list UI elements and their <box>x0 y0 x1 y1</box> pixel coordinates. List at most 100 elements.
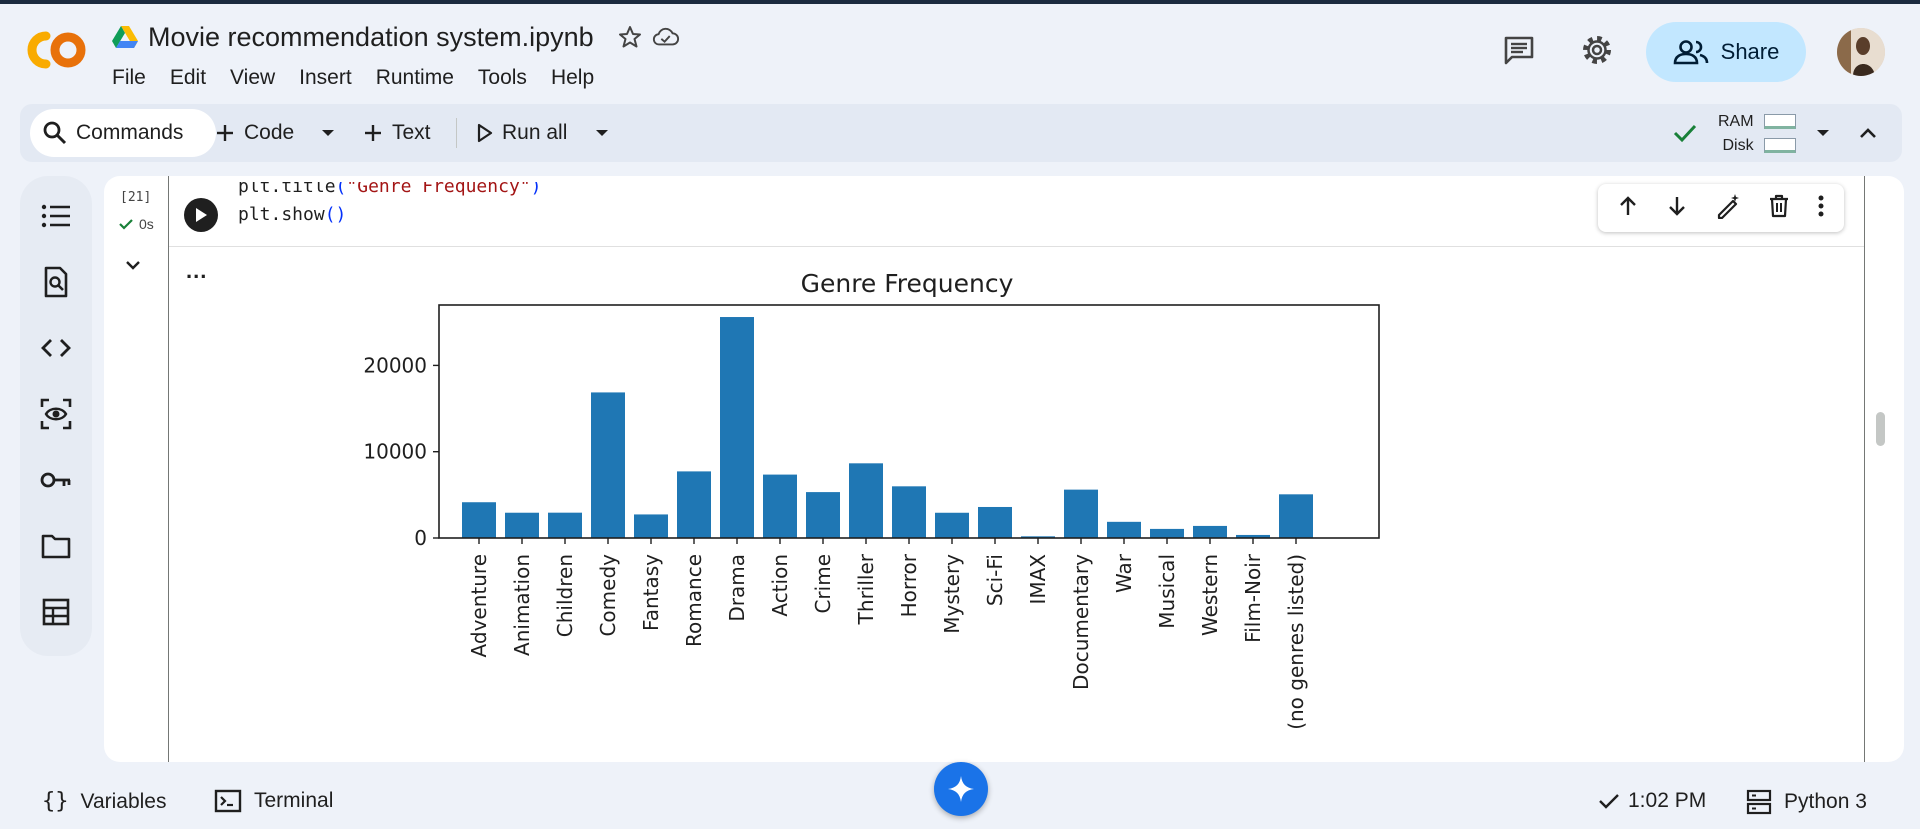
add-code-label: Code <box>244 121 295 144</box>
menu-view[interactable]: View <box>230 66 276 89</box>
status-bar: {} Variables Terminal 1:02 PM Python 3 <box>0 773 1920 829</box>
colab-logo[interactable] <box>24 28 88 72</box>
share-button[interactable]: Share <box>1646 22 1806 82</box>
menu-tools[interactable]: Tools <box>477 66 527 89</box>
caret-down-icon <box>596 130 608 136</box>
runtime-dropdown[interactable] <box>1815 114 1831 152</box>
settings-gear-icon[interactable] <box>1577 30 1617 70</box>
x-tick-label: Children <box>553 554 577 637</box>
terminal-button[interactable]: Terminal <box>214 789 333 813</box>
caret-down-icon <box>1817 130 1829 136</box>
braces-icon: {} <box>42 789 69 814</box>
bar-romance <box>677 471 711 538</box>
comments-icon[interactable] <box>1499 30 1539 70</box>
code-output-separator <box>169 246 1864 247</box>
ram-meter <box>1764 114 1796 129</box>
bar-thriller <box>849 463 883 538</box>
x-tick-label: (no genres listed) <box>1284 554 1308 730</box>
x-tick-label: Drama <box>725 554 749 622</box>
x-tick-label: Mystery <box>940 554 964 634</box>
check-icon <box>1599 794 1619 809</box>
code-line-1[interactable]: plt.title("Genre Frequency") <box>238 182 541 197</box>
output-menu-button[interactable]: ... <box>186 258 208 283</box>
more-options-icon[interactable] <box>1817 194 1825 223</box>
cloud-saved-icon[interactable] <box>652 23 680 51</box>
cell-toolbar <box>1598 184 1844 232</box>
avatar[interactable] <box>1837 28 1885 76</box>
collapse-output-button[interactable] <box>124 258 142 276</box>
disk-meter <box>1764 138 1796 153</box>
menu-file[interactable]: File <box>112 66 146 89</box>
code-line-2[interactable]: plt.show() <box>238 204 346 225</box>
resource-labels[interactable]: RAM Disk <box>1718 110 1754 158</box>
bar-war <box>1107 521 1141 538</box>
add-text-label: Text <box>392 121 431 144</box>
collapse-header-button[interactable] <box>1858 114 1878 152</box>
sparkle-icon <box>948 776 974 802</box>
bar-western <box>1193 525 1227 538</box>
x-tick-label: Horror <box>897 553 921 617</box>
variables-label: Variables <box>80 789 167 813</box>
table-of-contents-icon[interactable] <box>38 198 74 234</box>
gemini-assistant-button[interactable] <box>934 762 988 816</box>
search-icon <box>43 121 67 145</box>
edit-magic-pencil-icon[interactable] <box>1715 193 1741 224</box>
x-tick-label: Animation <box>510 554 534 656</box>
secrets-key-icon[interactable] <box>38 462 74 498</box>
delete-trash-icon[interactable] <box>1768 194 1790 223</box>
add-code-button[interactable]: Code <box>214 114 294 152</box>
variable-inspector-icon[interactable] <box>38 396 74 432</box>
run-all-dropdown[interactable] <box>594 114 610 152</box>
add-text-button[interactable]: Text <box>362 114 431 152</box>
bar-mystery <box>935 512 969 538</box>
code-snippets-icon[interactable] <box>38 330 74 366</box>
star-icon[interactable] <box>616 23 644 51</box>
runtime-label: Python 3 <box>1784 790 1867 813</box>
people-icon <box>1673 40 1708 65</box>
move-cell-up-icon[interactable] <box>1617 194 1639 223</box>
menu-edit[interactable]: Edit <box>169 66 207 89</box>
chart-title: Genre Frequency <box>801 269 1014 298</box>
x-tick-label: Comedy <box>596 554 620 637</box>
drive-icon[interactable] <box>112 26 138 48</box>
x-tick-label: Documentary <box>1069 554 1093 690</box>
x-tick-label: Sci-Fi <box>983 554 1007 606</box>
bar-children <box>548 512 582 538</box>
runtime-status[interactable]: Python 3 <box>1746 789 1867 815</box>
bar-fantasy <box>634 514 668 538</box>
bar-adventure <box>462 502 496 538</box>
execution-time-status[interactable]: 1:02 PM <box>1598 789 1706 813</box>
run-cell-button[interactable] <box>184 198 218 232</box>
x-tick-label: IMAX <box>1026 554 1050 605</box>
find-in-document-icon[interactable] <box>38 264 74 300</box>
add-code-dropdown[interactable] <box>320 114 336 152</box>
commands-button[interactable]: Commands <box>30 109 216 157</box>
menu-runtime[interactable]: Runtime <box>375 66 454 89</box>
notebook-title[interactable]: Movie recommendation system.ipynb <box>148 21 594 52</box>
chevron-down-icon <box>126 261 140 270</box>
left-sidebar <box>20 176 92 656</box>
cell-gutter-line <box>168 176 169 762</box>
menu-insert[interactable]: Insert <box>299 66 352 89</box>
move-cell-down-icon[interactable] <box>1666 194 1688 223</box>
server-icon <box>1746 789 1772 815</box>
x-tick-label: Action <box>768 554 792 617</box>
cell-right-border <box>1864 176 1865 762</box>
run-all-button[interactable]: Run all <box>476 114 567 152</box>
x-tick-label: Film-Noir <box>1241 553 1265 643</box>
bar-imax <box>1021 536 1055 538</box>
menu-help[interactable]: Help <box>550 66 595 89</box>
share-label: Share <box>1720 39 1780 64</box>
bar-comedy <box>591 392 625 538</box>
vertical-scrollbar-thumb[interactable] <box>1876 412 1885 446</box>
variables-button[interactable]: {} Variables <box>42 789 167 814</box>
files-folder-icon[interactable] <box>38 528 74 564</box>
toolbar-divider <box>456 118 457 148</box>
data-table-icon[interactable] <box>38 594 74 630</box>
terminal-label: Terminal <box>254 789 334 812</box>
ram-label: RAM <box>1718 113 1754 130</box>
connected-check-icon <box>1672 114 1698 152</box>
resource-meters[interactable] <box>1764 114 1796 162</box>
commands-label: Commands <box>76 121 184 144</box>
notebook-main: [21] 0s plt.title("Genre Frequency") plt… <box>104 176 1904 762</box>
